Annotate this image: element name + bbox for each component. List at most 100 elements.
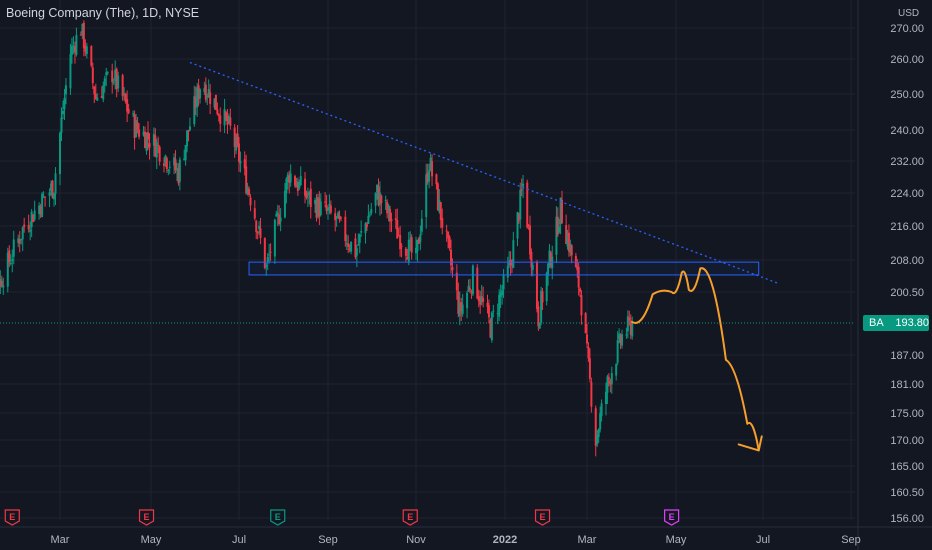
candle [155, 138, 158, 170]
candle [127, 103, 130, 115]
candle-body [436, 183, 439, 211]
candle-body [138, 129, 141, 137]
candle-body [177, 168, 180, 184]
candle-body [360, 231, 363, 233]
candle [177, 163, 180, 186]
candle-body [135, 119, 138, 138]
candle [94, 83, 97, 100]
candle-body [439, 202, 442, 221]
candle-body [396, 219, 399, 239]
candle [501, 285, 504, 305]
candle-body [438, 199, 441, 212]
candle [299, 166, 302, 186]
candle [111, 63, 114, 94]
earnings-marker-shape [138, 509, 155, 526]
candle-body [520, 189, 523, 191]
candle [558, 218, 561, 234]
candle-body [506, 265, 509, 278]
candle-body [619, 336, 622, 343]
candle [615, 362, 618, 381]
candle-body [32, 214, 35, 223]
candle-body [384, 200, 387, 202]
candle-body [420, 218, 423, 232]
candle-body [466, 292, 469, 309]
candle-body [6, 252, 9, 287]
candle [81, 23, 84, 40]
candle [298, 179, 301, 191]
candle [590, 377, 593, 413]
earnings-marker[interactable]: E [270, 509, 286, 526]
candle [207, 79, 210, 99]
candle [233, 124, 236, 158]
candle-body [316, 197, 319, 217]
candle-body [207, 88, 210, 97]
candle-body [38, 205, 41, 214]
candle-body [545, 272, 548, 302]
y-tick-label: 270.00 [890, 23, 924, 35]
candle-body [0, 278, 2, 287]
earnings-marker[interactable]: E [664, 509, 680, 526]
earnings-marker-label: E [9, 512, 15, 522]
candle-body [577, 266, 580, 288]
candle [350, 241, 353, 255]
candle [8, 245, 11, 268]
candle [285, 177, 288, 204]
y-tick-label: 160.50 [890, 487, 924, 499]
candle-body [167, 170, 170, 172]
candle [461, 293, 464, 317]
candle-body [173, 157, 176, 166]
candle [429, 153, 432, 172]
candle [273, 218, 276, 264]
candle [235, 133, 238, 155]
candle [44, 196, 47, 207]
y-tick-label: 181.00 [890, 379, 924, 391]
candle [293, 174, 296, 188]
candle-body [279, 217, 282, 222]
candle-body [227, 116, 230, 123]
candle [436, 182, 439, 211]
earnings-marker[interactable]: E [4, 509, 20, 526]
candle-body [61, 110, 64, 115]
candle [64, 77, 67, 105]
candle [70, 37, 73, 64]
candle [628, 310, 631, 326]
candle-body [183, 158, 186, 160]
earnings-marker[interactable]: E [402, 509, 418, 526]
candle-body [121, 75, 124, 97]
candle [314, 197, 317, 213]
candle-body [501, 290, 504, 296]
candle-body [509, 260, 512, 266]
candle-body [387, 205, 390, 213]
candle [133, 110, 136, 150]
candle-body [278, 214, 281, 225]
candle-body [209, 92, 212, 104]
candle [283, 183, 286, 219]
y-tick-label: 165.00 [890, 461, 924, 473]
candle-body [239, 161, 242, 164]
candle-body [164, 155, 167, 163]
candle [584, 312, 587, 334]
candle [549, 250, 552, 269]
candle-body [338, 215, 341, 220]
earnings-marker[interactable]: E [534, 509, 551, 526]
candle-body [416, 239, 419, 252]
candle [18, 231, 21, 253]
candle [338, 210, 341, 223]
candle-body [410, 237, 413, 253]
candle-body [184, 144, 187, 161]
candle-body [559, 197, 562, 225]
price-tag-symbol: BA [869, 317, 884, 329]
candle [238, 136, 240, 172]
candle-body [364, 223, 367, 234]
candle-body [60, 117, 63, 133]
candle-body [510, 263, 513, 266]
candle-body [529, 225, 532, 255]
candle [0, 275, 3, 288]
candle [204, 77, 207, 103]
candle [173, 153, 176, 175]
candle [396, 208, 399, 239]
candle [482, 286, 485, 308]
earnings-marker[interactable]: E [138, 509, 155, 526]
candle-body [136, 122, 139, 130]
